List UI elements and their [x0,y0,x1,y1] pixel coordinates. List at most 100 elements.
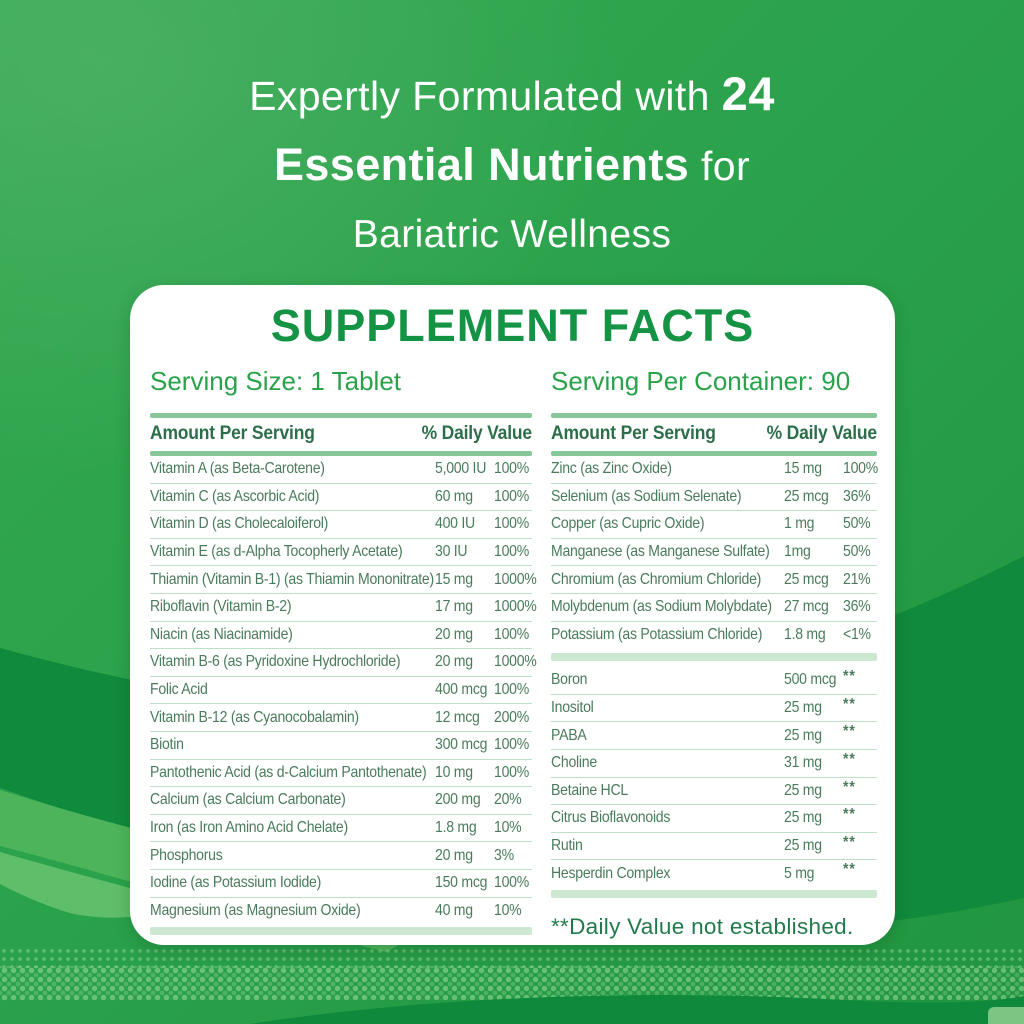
nutrient-row: Molybdenum (as Sodium Molybdate) 27 mcg 36… [551,594,877,622]
nutrient-amount: 17 mg [435,598,473,616]
nutrient-amount: 20 mg [435,653,473,671]
nutrient-daily-value: 36% [843,598,871,616]
nutrient-amount: 25 mcg [784,487,829,505]
headline-line1-number: 24 [721,67,775,120]
nutrient-daily-value: 21% [843,570,871,588]
nutrient-row: Vitamin C (as Ascorbic Acid) 60 mg 100% [150,484,532,512]
nutrient-daily-value: ** [843,695,856,713]
headline-line1-regular: Expertly Formulated with [249,73,722,119]
headline-line-1: Expertly Formulated with 24 [0,64,1024,135]
nutrient-daily-value: Riboflavin (Vitamin B-2) [150,598,292,616]
nutrient-amount: 300 mcg [435,736,488,754]
nutrient-amount: 10 mg [435,763,473,781]
nutrient-daily-value: Hesperdin Complex [551,864,671,882]
nutrient-daily-value: Niacin (as Niacinamide) [150,625,293,643]
nutrient-row: Manganese (as Manganese Sulfate) 1mg 50% [551,539,877,567]
nutrient-amount: 20 mg [435,846,473,864]
nutrient-row: Chromium (as Chromium Chloride) 25 mcg 21% [551,566,877,594]
nutrient-amount: 5 mg [784,864,815,882]
nutrient-row: Vitamin A (as Beta-Carotene) 5,000 IU 100% [150,456,532,484]
daily-value-header: % Daily Value [421,423,533,444]
nutrient-daily-value: Vitamin B-6 (as Pyridoxine Hydrochloride… [150,653,401,671]
nutrient-amount: 1mg [784,543,811,561]
nutrient-daily-value: Potassium (as Potassium Chloride) [551,625,763,643]
nutrient-amount: 25 mg [784,726,822,744]
nutrient-row: Folic Acid 400 mcg 100% [150,677,532,705]
nutrient-daily-value: 50% [843,515,871,533]
nutrient-amount: 400 mcg [435,681,488,699]
nutrient-amount: 27 mcg [784,598,829,616]
nutrient-daily-value: 1000% [494,598,537,616]
nutrient-amount: 25 mg [784,837,822,855]
nutrient-daily-value: Iron (as Iron Amino Acid Chelate) [150,819,348,837]
right-table-header: Amount Per Serving % Daily Value [551,418,877,451]
nutrient-row: Vitamin B-12 (as Cyanocobalamin) 12 mcg 20… [150,704,532,732]
nutrient-row: Inositol 25 mg ** [551,695,877,723]
nutrient-daily-value: Folic Acid [150,681,208,699]
nutrient-row: Calcium (as Calcium Carbonate) 200 mg 20% [150,787,532,815]
nutrient-daily-value: Manganese (as Manganese Sulfate) [551,543,770,561]
nutrient-amount: 5,000 IU [435,460,487,478]
nutrient-amount: 1.8 mg [435,819,477,837]
nutrient-row: Citrus Bioflavonoids 25 mg ** [551,805,877,833]
nutrient-amount: 40 mg [435,901,473,919]
nutrient-amount: 500 mcg [784,671,837,689]
nutrient-daily-value: Chromium (as Chromium Chloride) [551,570,762,588]
nutrient-daily-value: 100% [494,763,529,781]
servings-per-container-label: Serving Per Container: 90 [551,366,851,396]
facts-column-left: Serving Size: 1 Tablet Amount Per Servin… [150,365,537,936]
nutrient-row: Betaine HCL 25 mg ** [551,778,877,806]
nutrient-daily-value: Pantothenic Acid (as d-Calcium Pantothen… [150,763,427,781]
nutrient-row: Iodine (as Potassium Iodide) 150 mcg 100% [150,870,532,898]
nutrient-daily-value: 100% [494,681,529,699]
headline: Expertly Formulated with 24 Essential Nu… [0,64,1024,272]
nutrient-daily-value: ** [843,806,856,824]
amount-per-serving-header: Amount Per Serving [150,423,315,444]
nutrient-daily-value: 100% [494,515,529,533]
nutrient-daily-value: 100% [494,736,529,754]
nutrient-daily-value: 1000% [494,653,537,671]
nutrient-row: Vitamin E (as d-Alpha Tocopherly Acetate… [150,539,532,567]
header-bar-top [150,413,532,418]
nutrient-row: Hesperdin Complex 5 mg ** [551,860,877,887]
nutrient-daily-value: ** [843,668,856,686]
supplement-facts-title: SUPPLEMENT FACTS [270,300,755,351]
nutrient-daily-value: Citrus Bioflavonoids [551,809,671,827]
nutrient-row: Biotin 300 mcg 100% [150,732,532,760]
nutrient-daily-value: Copper (as Cupric Oxide) [551,515,705,533]
halftone-dots-small [0,947,1024,968]
nutrient-daily-value: Betaine HCL [551,781,628,799]
left-table-body: Vitamin A (as Beta-Carotene) 5,000 IU 100%… [150,456,537,924]
nutrient-daily-value: Magnesium (as Magnesium Oxide) [150,901,361,919]
nutrient-daily-value: 50% [843,543,871,561]
nutrient-daily-value: Vitamin E (as d-Alpha Tocopherly Acetate… [150,543,403,561]
daily-value-header: % Daily Value [766,423,878,444]
nutrient-daily-value: ** [843,778,856,796]
nutrient-daily-value: Inositol [551,699,594,717]
nutrient-daily-value: 100% [494,460,529,478]
header-bar-bottom [150,451,532,456]
daily-value-footnote: **Daily Value not established. [551,913,854,939]
nutrient-daily-value: Vitamin B-12 (as Cyanocobalamin) [150,708,359,726]
nutrient-daily-value: ** [843,751,856,769]
nutrient-amount: 1.8 mg [784,625,826,643]
nutrient-daily-value: Vitamin C (as Ascorbic Acid) [150,487,320,505]
nutrient-daily-value: ** [843,861,856,879]
minerals-table-body: Zinc (as Zinc Oxide) 15 mg 100% Selenium (a… [551,456,878,649]
nutrient-row: Potassium (as Potassium Chloride) 1.8 mg <… [551,622,877,649]
nutrient-amount: 25 mg [784,781,822,799]
nutrient-amount: 15 mg [435,570,473,588]
nutrient-amount: 15 mg [784,460,822,478]
nutrient-daily-value: <1% [843,625,871,643]
nutrient-daily-value: 200% [494,708,529,726]
nutrient-daily-value: 100% [843,460,878,478]
nutrient-daily-value: Vitamin A (as Beta-Carotene) [150,460,325,478]
nutrient-row: Rutin 25 mg ** [551,833,877,861]
nutrient-daily-value: 100% [494,543,529,561]
nutrient-row: Riboflavin (Vitamin B-2) 17 mg 1000% [150,594,537,622]
nutrient-daily-value: Choline [551,754,597,772]
header-bar-bottom [551,451,877,456]
amount-per-serving-header: Amount Per Serving [551,423,716,444]
